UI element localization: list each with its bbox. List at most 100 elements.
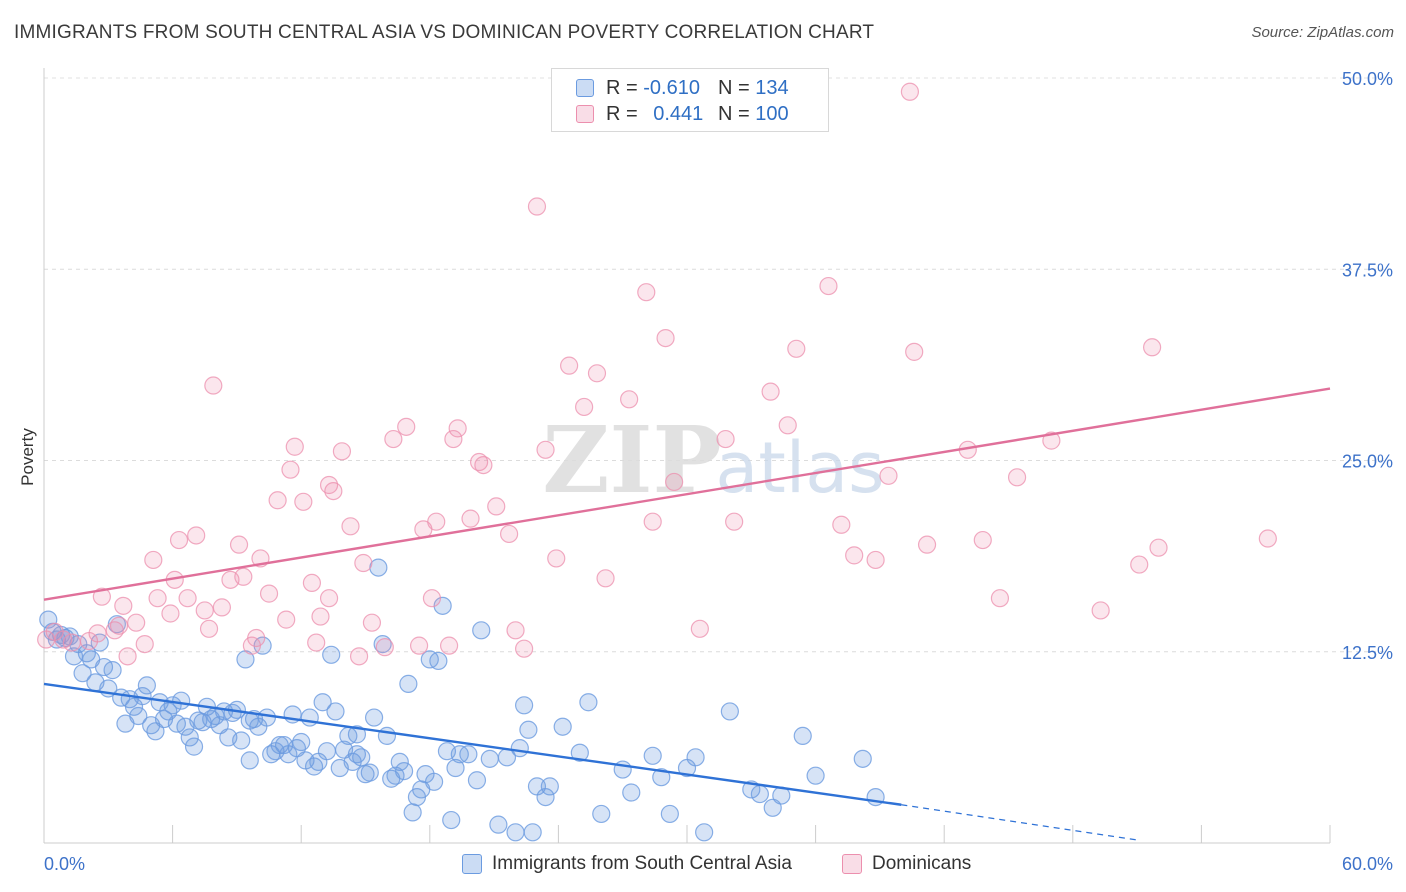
watermark-zip: ZIP <box>542 406 721 514</box>
correlation-legend: R = -0.610 N = 134 R = 0.441 N = 100 <box>551 68 829 132</box>
data-point-dominicans <box>656 329 675 348</box>
data-point-dominicans <box>845 546 864 565</box>
y-tick-label: 37.5% <box>1342 260 1393 280</box>
data-point-dominicans <box>362 613 382 632</box>
data-point-immigrants <box>553 717 572 736</box>
source-label: Source: ZipAtlas.com <box>1251 24 1394 41</box>
data-point-dominicans <box>587 364 607 383</box>
data-point-dominicans <box>515 639 534 658</box>
data-point-immigrants <box>364 708 384 727</box>
data-point-dominicans <box>144 550 163 570</box>
data-point-immigrants <box>184 737 204 756</box>
data-point-immigrants <box>313 693 332 712</box>
y-tick-label: 50.0% <box>1342 69 1393 89</box>
data-point-dominicans <box>1042 431 1061 450</box>
data-point-dominicans <box>277 610 296 629</box>
data-point-dominicans <box>787 339 806 358</box>
legend-r-label: R = <box>606 102 638 125</box>
data-point-immigrants <box>386 766 405 785</box>
data-point-dominicans <box>444 429 463 449</box>
data-point-dominicans <box>268 491 287 510</box>
data-point-dominicans <box>900 82 920 101</box>
data-point-dominicans <box>285 437 304 456</box>
y-tick-label: 12.5% <box>1342 643 1393 663</box>
data-point-immigrants <box>347 725 367 744</box>
trend-line-immigrants-extension <box>901 804 1138 841</box>
legend-label-dominicans: Dominicans <box>872 853 972 874</box>
data-point-dominicans <box>354 553 373 573</box>
data-point-immigrants <box>459 745 478 764</box>
data-point-immigrants <box>347 745 367 764</box>
legend-n-value: 134 <box>755 76 789 99</box>
data-point-dominicans <box>62 633 81 652</box>
series-legend: Immigrants from South Central Asia Domin… <box>0 851 1406 877</box>
legend-label-immigrants: Immigrants from South Central Asia <box>492 853 792 874</box>
data-point-immigrants <box>240 751 259 770</box>
data-point-immigrants <box>806 766 825 785</box>
data-point-dominicans <box>294 492 313 511</box>
legend-swatch-pink <box>842 854 862 874</box>
data-point-immigrants <box>292 732 311 752</box>
data-point-dominicans <box>1091 601 1110 620</box>
data-point-dominicans <box>448 419 467 438</box>
legend-n-label: N = <box>718 76 750 99</box>
data-point-dominicans <box>560 356 579 375</box>
data-point-immigrants <box>180 728 199 747</box>
data-point-immigrants <box>232 731 251 750</box>
data-point-immigrants <box>369 558 388 577</box>
data-point-immigrants <box>695 823 714 842</box>
data-point-dominicans <box>127 613 146 632</box>
data-point-dominicans <box>259 584 279 603</box>
x-tick-label-max: 60.0% <box>1342 854 1393 874</box>
data-point-dominicans <box>461 509 480 528</box>
data-point-dominicans <box>311 607 330 626</box>
data-point-dominicans <box>247 628 266 648</box>
data-point-dominicans <box>819 276 838 296</box>
data-point-dominicans <box>716 429 735 449</box>
data-point-dominicans <box>866 550 885 570</box>
data-point-immigrants <box>720 702 739 721</box>
legend-n-value: 100 <box>755 102 789 125</box>
data-point-immigrants <box>853 749 872 768</box>
trend-line-immigrants <box>43 682 902 806</box>
legend-swatch-pink <box>576 105 594 123</box>
data-point-dominicans <box>1130 555 1149 574</box>
trend-line-dominicans <box>43 387 1331 601</box>
data-point-immigrants <box>523 823 542 842</box>
legend-item-immigrants: Immigrants from South Central Asia <box>462 853 792 875</box>
data-point-immigrants <box>390 752 409 772</box>
data-point-immigrants <box>506 823 525 842</box>
data-point-immigrants <box>377 726 397 746</box>
legend-row-dominicans: R = 0.441 N = 100 <box>576 102 789 126</box>
data-point-dominicans <box>422 589 442 608</box>
data-point-dominicans <box>281 460 300 479</box>
tick-labels: 12.5% 25.0% 37.5% 50.0% 0.0% 60.0% <box>44 69 1393 874</box>
data-point-immigrants <box>793 726 812 746</box>
trend-lines <box>43 387 1331 841</box>
data-point-immigrants <box>73 664 92 683</box>
data-point-dominicans <box>637 283 656 302</box>
data-point-dominicans <box>397 417 416 436</box>
data-point-dominicans <box>917 535 937 554</box>
data-point-immigrants <box>322 645 341 664</box>
data-point-dominicans <box>212 598 231 617</box>
data-point-dominicans <box>665 472 684 492</box>
data-point-immigrants <box>394 761 414 781</box>
data-point-dominicans <box>547 549 566 568</box>
legend-r-label: R = <box>606 76 638 99</box>
chart-title: IMMIGRANTS FROM SOUTH CENTRAL ASIA VS DO… <box>14 22 875 43</box>
data-point-dominicans <box>307 633 326 652</box>
data-point-dominicans <box>204 376 223 395</box>
series-dominicans-points <box>37 82 1277 666</box>
data-point-dominicans <box>349 647 369 666</box>
data-point-immigrants <box>660 804 679 824</box>
data-point-dominicans <box>427 512 446 531</box>
data-point-dominicans <box>1007 468 1027 487</box>
data-point-dominicans <box>973 530 992 550</box>
legend-item-dominicans: Dominicans <box>842 853 971 875</box>
data-point-dominicans <box>778 416 797 435</box>
data-point-dominicans <box>879 466 898 485</box>
legend-swatch-blue <box>462 854 482 874</box>
y-tick-label: 25.0% <box>1342 452 1393 472</box>
